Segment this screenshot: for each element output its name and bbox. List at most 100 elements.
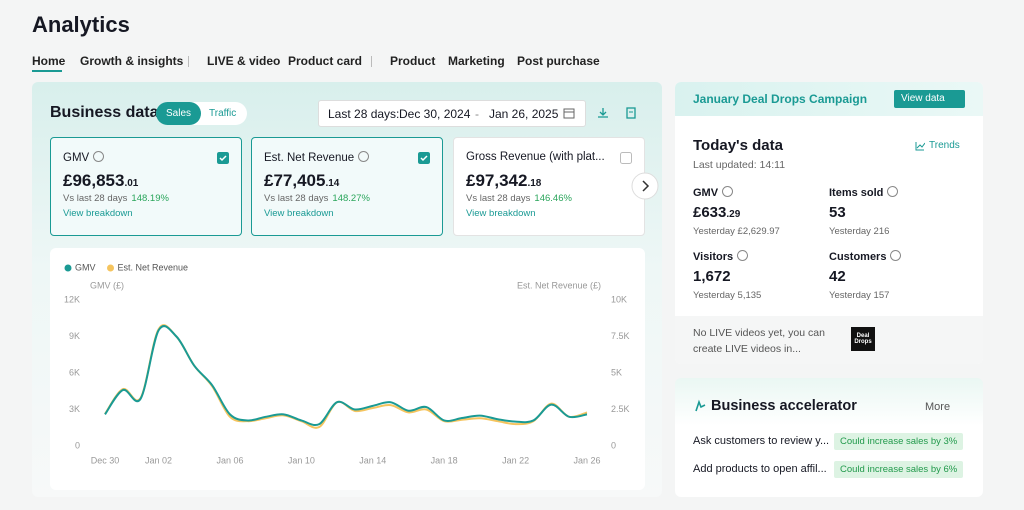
tab-separator: [371, 56, 372, 67]
date-start: Dec 30, 2024: [399, 107, 471, 121]
last-updated: Last updated: 14:11: [693, 159, 786, 171]
help-icon: [93, 151, 105, 162]
more-link[interactable]: More: [925, 401, 951, 413]
download-icon[interactable]: [597, 107, 609, 119]
live-note: No LIVE videos yet, you can create LIVE …: [693, 327, 825, 355]
compare-label: Vs last 28 days: [63, 193, 128, 204]
tab[interactable]: Post purchase: [517, 54, 600, 68]
help-icon: [358, 151, 370, 162]
metric-change: 148.27%: [332, 193, 370, 204]
date-picker[interactable]: [318, 100, 586, 127]
stat-name: Visitors: [693, 250, 749, 263]
stat-yesterday: Yesterday 5,135: [693, 290, 762, 301]
today-title: Today's data: [693, 137, 783, 154]
live-note-box: [675, 316, 983, 364]
y-tick-label: 9K: [69, 331, 80, 341]
sales-badge: Could increase sales by 6%: [834, 461, 964, 478]
export-icon[interactable]: [625, 107, 637, 119]
page-title: Analytics: [32, 12, 130, 37]
metric-change: 148.19%: [131, 193, 169, 204]
breakdown-link[interactable]: View breakdown: [264, 208, 334, 219]
toggle-option[interactable]: Sales: [156, 102, 201, 125]
tab[interactable]: Product card: [288, 54, 363, 68]
checkbox[interactable]: [620, 152, 632, 164]
metric-value: £77,405.14: [264, 171, 339, 191]
help-icon: [887, 186, 899, 197]
tab[interactable]: LIVE & video: [207, 54, 281, 68]
date-label: Last 28 days:: [328, 107, 400, 121]
metric-decimals: .18: [527, 178, 542, 189]
metric-value: £96,853.01: [63, 171, 138, 191]
legend-label: Est. Net Revenue: [118, 262, 189, 272]
tab[interactable]: Marketing: [448, 54, 505, 68]
y2-tick-label: 7.5K: [611, 331, 630, 341]
metric-compare: Vs last 28 days 148.27%: [264, 193, 370, 204]
breakdown-link[interactable]: View breakdown: [466, 208, 536, 219]
x-tick-label: Jan 14: [359, 455, 386, 465]
compare-label: Vs last 28 days: [466, 193, 531, 204]
tab[interactable]: Growth & insights: [80, 54, 184, 68]
x-tick-label: Jan 18: [431, 455, 458, 465]
legend-label: GMV: [75, 262, 96, 272]
metric-card[interactable]: Est. Net Revenue £77,405.14 Vs last 28 d…: [251, 137, 443, 236]
breakdown-link[interactable]: View breakdown: [63, 208, 133, 219]
metric-name: Gross Revenue (with plat...: [466, 151, 605, 163]
accelerator-row[interactable]: Add products to open affil...: [693, 463, 827, 475]
metric-change: 146.46%: [534, 193, 572, 204]
y-tick-label: 12K: [64, 294, 80, 304]
metric-name-text: GMV: [63, 152, 90, 164]
metric-card[interactable]: GMV £96,853.01 Vs last 28 days 148.19% Vi…: [50, 137, 242, 236]
stat-name: GMV: [693, 186, 734, 199]
stat-value: 1,672: [693, 268, 731, 285]
accelerator-icon: [695, 399, 706, 412]
series-line: [104, 325, 588, 427]
date-end: Jan 26, 2025: [489, 107, 559, 121]
date-separator: -: [475, 107, 479, 121]
x-tick-label: Dec 30: [91, 455, 120, 465]
y2-tick-label: 5K: [611, 367, 622, 377]
tab[interactable]: Product: [390, 54, 436, 68]
y2-tick-label: 2.5K: [611, 404, 630, 414]
stat-value-main: £633: [693, 204, 727, 221]
y-tick-label: 6K: [69, 367, 80, 377]
sales-badge: Could increase sales by 3%: [834, 433, 964, 450]
next-button[interactable]: [631, 172, 659, 200]
legend-swatch: [107, 264, 115, 272]
stat-name: Customers: [829, 250, 902, 263]
stat-yesterday: Yesterday £2,629.97: [693, 226, 780, 237]
x-tick-label: Jan 06: [216, 455, 243, 465]
y2-tick-label: 0: [611, 440, 616, 450]
metric-name-text: Est. Net Revenue: [264, 152, 355, 164]
metric-value: £97,342.18: [466, 171, 541, 191]
stat-decimals: .29: [726, 209, 741, 220]
metric-decimals: .01: [124, 178, 139, 189]
tab-separator: [188, 56, 189, 67]
help-icon: [722, 186, 734, 197]
trends-link[interactable]: Trends: [929, 140, 960, 151]
metric-card[interactable]: Gross Revenue (with plat... £97,342.18 V…: [453, 137, 645, 236]
checkbox-checked[interactable]: [418, 152, 430, 164]
tab-underline: [32, 70, 62, 72]
help-icon: [737, 250, 749, 261]
calendar-icon: [563, 108, 575, 119]
metric-compare: Vs last 28 days 146.46%: [466, 193, 572, 204]
stat-name-text: Visitors: [693, 251, 734, 263]
y2-axis-title: Est. Net Revenue (£): [517, 280, 601, 290]
checkbox-checked[interactable]: [217, 152, 229, 164]
accelerator-row[interactable]: Ask customers to review y...: [693, 435, 830, 447]
stat-name-text: GMV: [693, 187, 719, 199]
metric-value-main: £96,853: [63, 171, 125, 190]
live-thumbnail[interactable]: Deal Drops: [851, 327, 875, 351]
y-tick-label: 3K: [69, 404, 80, 414]
metric-value-main: £77,405: [264, 171, 326, 190]
view-data-button[interactable]: View data: [894, 90, 965, 108]
y-axis-title: GMV (£): [90, 280, 124, 290]
metric-name: Est. Net Revenue: [264, 151, 370, 164]
toggle-option[interactable]: Traffic: [209, 108, 237, 119]
stat-yesterday: Yesterday 157: [829, 290, 890, 301]
y2-tick-label: 10K: [611, 294, 627, 304]
accelerator-title: Business accelerator: [711, 398, 857, 414]
x-tick-label: Jan 22: [502, 455, 529, 465]
tab[interactable]: Home: [32, 54, 66, 68]
